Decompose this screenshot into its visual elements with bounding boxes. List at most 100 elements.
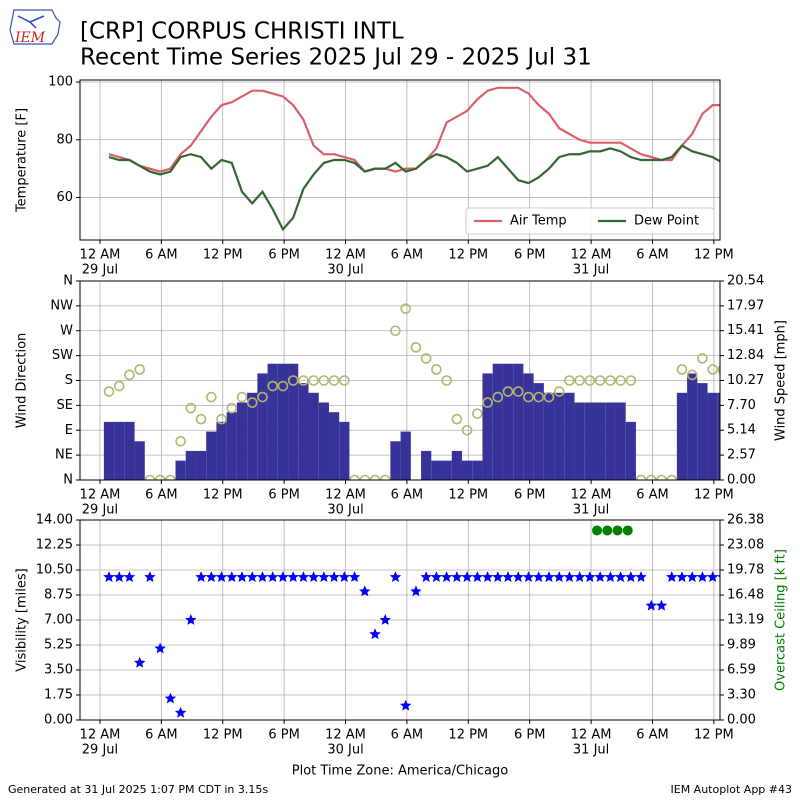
y2-tick-label: 17.97 bbox=[727, 298, 764, 313]
bar bbox=[533, 383, 544, 480]
timezone-label: Plot Time Zone: America/Chicago bbox=[292, 764, 508, 779]
x-tick-date: 30 Jul bbox=[327, 263, 363, 278]
chart-subtitle: Recent Time Series 2025 Jul 29 - 2025 Ju… bbox=[80, 45, 592, 71]
star-point bbox=[307, 571, 320, 582]
circle-point bbox=[666, 474, 678, 480]
logo: IEM bbox=[9, 9, 61, 46]
circle-point bbox=[656, 474, 667, 480]
x-tick-label: 6 AM bbox=[636, 728, 669, 743]
star-point bbox=[338, 571, 351, 582]
bar bbox=[195, 450, 207, 480]
circle-point bbox=[298, 375, 309, 386]
star-point bbox=[195, 571, 207, 582]
circle-point bbox=[584, 375, 596, 386]
star-point bbox=[604, 571, 617, 582]
circle-point bbox=[645, 474, 657, 480]
star-point bbox=[420, 571, 432, 582]
y-tick-label: E bbox=[65, 423, 73, 438]
circle-point bbox=[523, 391, 534, 403]
x-tick-label: 6 AM bbox=[391, 728, 424, 743]
star-point bbox=[563, 571, 576, 582]
legend-box bbox=[465, 207, 715, 235]
star-point bbox=[318, 571, 330, 582]
axes-frame bbox=[79, 79, 721, 241]
star-point bbox=[348, 571, 361, 582]
x-tick-label: 6 PM bbox=[514, 488, 545, 503]
circle-point bbox=[328, 375, 340, 386]
bar bbox=[676, 392, 688, 480]
y2-tick-label: 19.78 bbox=[727, 563, 764, 578]
bar bbox=[400, 431, 411, 480]
circle-point bbox=[379, 474, 391, 480]
circle-point bbox=[410, 342, 422, 353]
bar bbox=[615, 402, 626, 480]
x-tick-label: 6 AM bbox=[391, 488, 424, 503]
star-point bbox=[451, 571, 463, 582]
star-point bbox=[164, 692, 177, 704]
bar bbox=[451, 450, 462, 480]
x-tick-date: 31 Jul bbox=[573, 743, 609, 758]
x-tick-label: 12 PM bbox=[694, 488, 734, 503]
bar bbox=[513, 363, 524, 480]
bar bbox=[390, 441, 401, 480]
star-point bbox=[297, 571, 310, 582]
bar bbox=[523, 373, 534, 480]
bar bbox=[328, 412, 340, 480]
circle-point bbox=[175, 436, 186, 447]
circle-point bbox=[154, 474, 166, 480]
bar bbox=[492, 363, 503, 480]
circle-point bbox=[431, 364, 442, 375]
y-tick-label: 100 bbox=[48, 75, 73, 90]
circle-point bbox=[185, 402, 197, 414]
bar bbox=[134, 441, 145, 480]
star-point bbox=[522, 571, 535, 582]
circle-point bbox=[533, 391, 545, 403]
series-group bbox=[103, 525, 720, 718]
star-point bbox=[185, 614, 197, 625]
circle-point bbox=[717, 365, 720, 374]
star-point bbox=[461, 571, 473, 582]
star-point bbox=[553, 571, 565, 582]
bar bbox=[554, 392, 565, 480]
x-tick-label: 12 AM bbox=[80, 728, 121, 743]
y2-tick-label: 0.00 bbox=[727, 713, 756, 728]
bar bbox=[441, 460, 452, 480]
x-tick-label: 12 PM bbox=[694, 248, 734, 263]
bar bbox=[421, 450, 432, 480]
circle-point bbox=[257, 391, 268, 403]
circle-point bbox=[400, 303, 412, 314]
circle-point bbox=[246, 397, 258, 408]
x-tick-label: 12 PM bbox=[694, 728, 734, 743]
circle-point bbox=[113, 380, 125, 392]
circle-point bbox=[564, 375, 575, 386]
star-point bbox=[625, 571, 637, 582]
bar bbox=[216, 421, 227, 480]
y-tick-label: 0.00 bbox=[44, 713, 73, 728]
star-point bbox=[696, 571, 709, 582]
circle-point bbox=[451, 413, 463, 425]
y2-tick-label: 26.38 bbox=[727, 513, 764, 528]
star-point bbox=[359, 585, 371, 597]
x-tick-label: 6 PM bbox=[268, 488, 299, 503]
x-tick-label: 6 PM bbox=[268, 728, 299, 743]
circle-point bbox=[482, 397, 493, 408]
circle-point bbox=[420, 353, 432, 364]
circle-point bbox=[574, 375, 585, 386]
star-point bbox=[103, 571, 115, 582]
star-point bbox=[369, 628, 381, 640]
circle-point bbox=[615, 375, 626, 386]
y2-tick-label: 7.70 bbox=[727, 398, 756, 413]
legend-label: Air Temp bbox=[510, 214, 567, 229]
circle-point bbox=[625, 375, 637, 386]
circle-point bbox=[308, 375, 319, 386]
circle-point bbox=[103, 386, 115, 397]
y2-tick-label: 15.41 bbox=[727, 323, 764, 338]
x-tick-date: 30 Jul bbox=[327, 503, 363, 518]
y-tick-label: NW bbox=[50, 298, 73, 313]
y-tick-label: 14.00 bbox=[36, 513, 73, 528]
star-point bbox=[328, 571, 340, 582]
y2-tick-label: 0.00 bbox=[727, 473, 756, 488]
bar bbox=[574, 402, 585, 480]
